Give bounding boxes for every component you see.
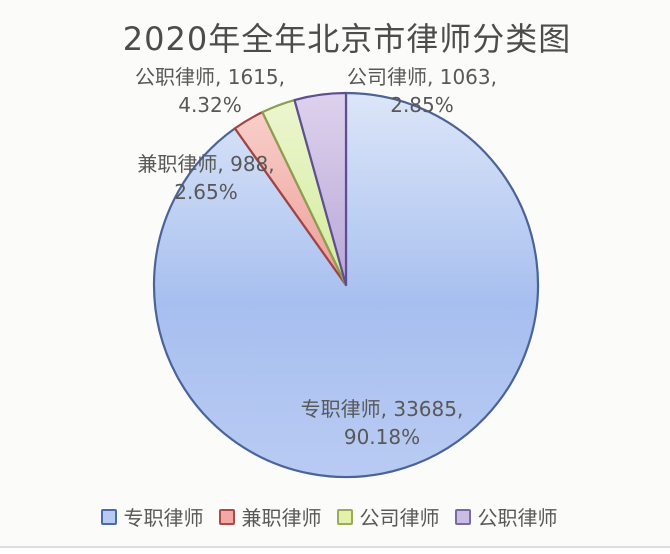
legend-label: 专职律师 [123,506,204,530]
legend-label: 公司律师 [359,506,440,530]
legend: 专职律师 兼职律师 公司律师 公职律师 [0,502,664,531]
legend-item-parttime: 兼职律师 [218,502,322,531]
data-label-fulltime: 专职律师, 33685, 90.18% [283,395,481,451]
data-label-line: 兼职律师, 988, [137,152,275,176]
data-label-line: 专职律师, 33685, [300,397,464,421]
data-label-line: 2.85% [390,93,454,117]
data-label-line: 4.32% [178,93,242,117]
legend-item-company: 公司律师 [336,502,440,531]
data-label-line: 90.18% [343,425,421,449]
chart-title: 2020年全年北京市律师分类图 [122,20,572,58]
data-label-parttime: 兼职律师, 988, 2.65% [110,150,302,206]
legend-item-public: 公职律师 [454,502,558,531]
bottom-divider [0,546,670,548]
legend-swatch-icon [218,508,235,525]
bottom-margin [0,548,670,554]
data-label-company: 公司律师, 1063, 2.85% [330,63,514,119]
legend-swatch-icon [454,508,471,525]
legend-label: 公职律师 [477,506,558,530]
data-label-public: 公职律师, 1615, 4.32% [116,63,304,119]
pie-slice-public [293,91,348,287]
legend-label: 兼职律师 [241,506,322,530]
legend-item-fulltime: 专职律师 [100,502,204,531]
data-label-line: 公职律师, 1615, [135,65,285,89]
data-label-line: 公司律师, 1063, [347,65,497,89]
pie-svg [152,91,540,479]
legend-swatch-icon [336,508,353,525]
legend-swatch-icon [100,508,117,525]
data-label-line: 2.65% [174,180,238,204]
pie-chart [106,45,586,525]
